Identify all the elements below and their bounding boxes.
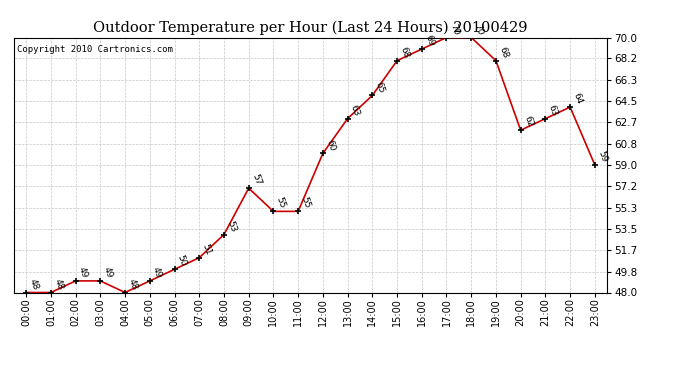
Text: 65: 65 <box>374 80 386 94</box>
Text: 68: 68 <box>497 45 510 59</box>
Text: 69: 69 <box>423 34 435 48</box>
Text: 55: 55 <box>275 196 287 210</box>
Text: 59: 59 <box>596 150 609 164</box>
Text: 70: 70 <box>448 22 460 36</box>
Text: 63: 63 <box>349 104 362 117</box>
Text: 57: 57 <box>250 173 262 187</box>
Text: 60: 60 <box>324 138 337 152</box>
Text: 51: 51 <box>201 243 213 256</box>
Text: Copyright 2010 Cartronics.com: Copyright 2010 Cartronics.com <box>17 45 172 54</box>
Text: 49: 49 <box>77 266 89 279</box>
Text: 62: 62 <box>522 115 534 129</box>
Title: Outdoor Temperature per Hour (Last 24 Hours) 20100429: Outdoor Temperature per Hour (Last 24 Ho… <box>93 21 528 35</box>
Text: 70: 70 <box>473 22 485 36</box>
Text: 63: 63 <box>546 104 559 117</box>
Text: 55: 55 <box>299 196 312 210</box>
Text: 49: 49 <box>151 266 164 279</box>
Text: 49: 49 <box>101 266 114 279</box>
Text: 68: 68 <box>398 45 411 59</box>
Text: 53: 53 <box>226 219 238 233</box>
Text: 48: 48 <box>28 278 40 291</box>
Text: 64: 64 <box>571 92 584 106</box>
Text: 48: 48 <box>52 278 65 291</box>
Text: 48: 48 <box>126 278 139 291</box>
Text: 50: 50 <box>176 254 188 268</box>
